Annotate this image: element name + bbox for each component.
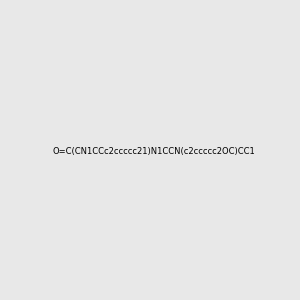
Text: O=C(CN1CCc2ccccc21)N1CCN(c2ccccc2OC)CC1: O=C(CN1CCc2ccccc21)N1CCN(c2ccccc2OC)CC1	[52, 147, 255, 156]
